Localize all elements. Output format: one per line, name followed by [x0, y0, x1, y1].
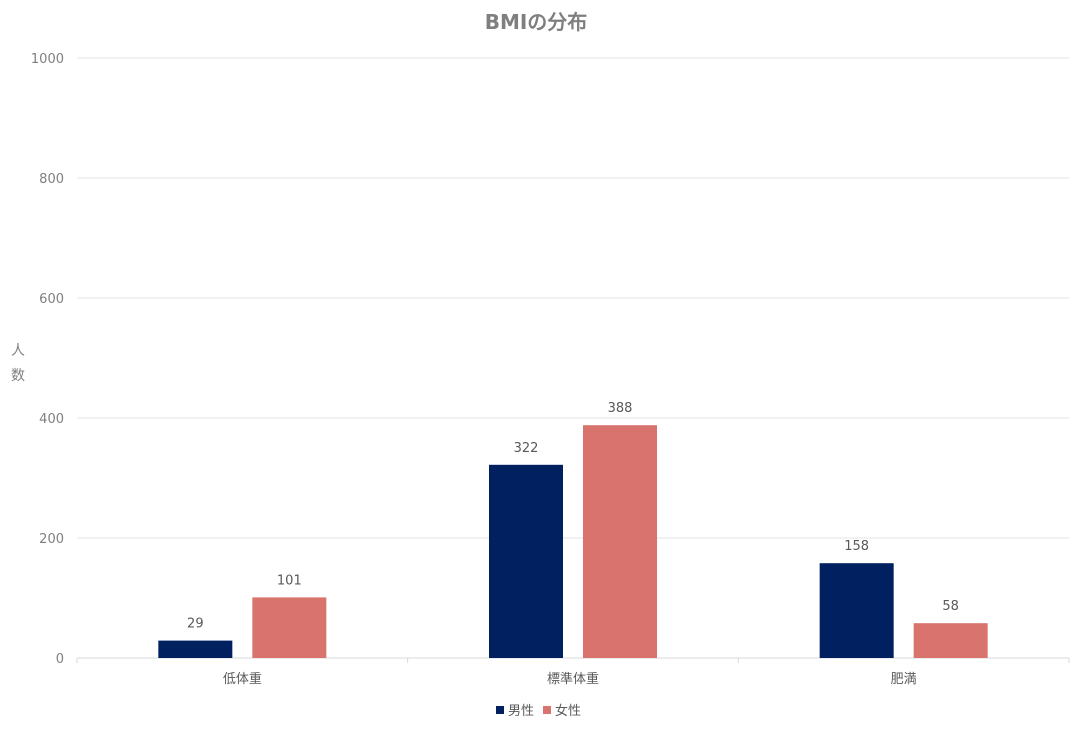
legend-label: 男性	[508, 704, 534, 719]
y-tick-label: 600	[39, 292, 64, 307]
y-axis-title: 人 数	[11, 343, 25, 384]
data-label: 58	[942, 599, 959, 614]
y-tick-label: 0	[56, 652, 64, 667]
bar-female-3	[913, 623, 988, 658]
bar-female-1	[252, 597, 327, 658]
bar-male-3	[819, 563, 894, 658]
legend-swatch	[496, 706, 504, 714]
legend-label: 女性	[555, 703, 581, 719]
y-tick-label: 1000	[31, 52, 64, 67]
x-axis	[76, 657, 1070, 663]
data-label: 388	[608, 401, 633, 416]
legend: 男性 女性	[496, 703, 581, 719]
legend-swatch	[543, 706, 551, 714]
x-category-label: 低体重	[223, 671, 262, 687]
bar-male-2	[489, 464, 563, 658]
x-category-label: 肥満	[891, 672, 917, 687]
data-label: 322	[514, 441, 539, 456]
y-tick-label: 400	[39, 412, 64, 427]
y-axis-title-char-2: 数	[11, 368, 25, 384]
gridlines	[77, 57, 1069, 539]
y-tick-label: 200	[39, 532, 64, 547]
data-labels: 29 101 322 388 158 58	[187, 401, 959, 631]
bars	[158, 425, 988, 658]
category-labels: 低体重 標準体重 肥満	[223, 671, 917, 687]
y-axis-ticks: 0 200 400 600 800 1000	[31, 52, 64, 667]
data-label: 101	[277, 573, 302, 588]
y-axis-title-char-1: 人	[11, 343, 25, 359]
data-label: 158	[844, 539, 869, 554]
chart-title: BMIの分布	[485, 10, 588, 34]
x-category-label: 標準体重	[547, 671, 599, 687]
y-tick-label: 800	[39, 172, 64, 187]
data-label: 29	[187, 617, 204, 632]
bar-female-2	[583, 425, 657, 658]
bar-male-1	[158, 640, 233, 658]
